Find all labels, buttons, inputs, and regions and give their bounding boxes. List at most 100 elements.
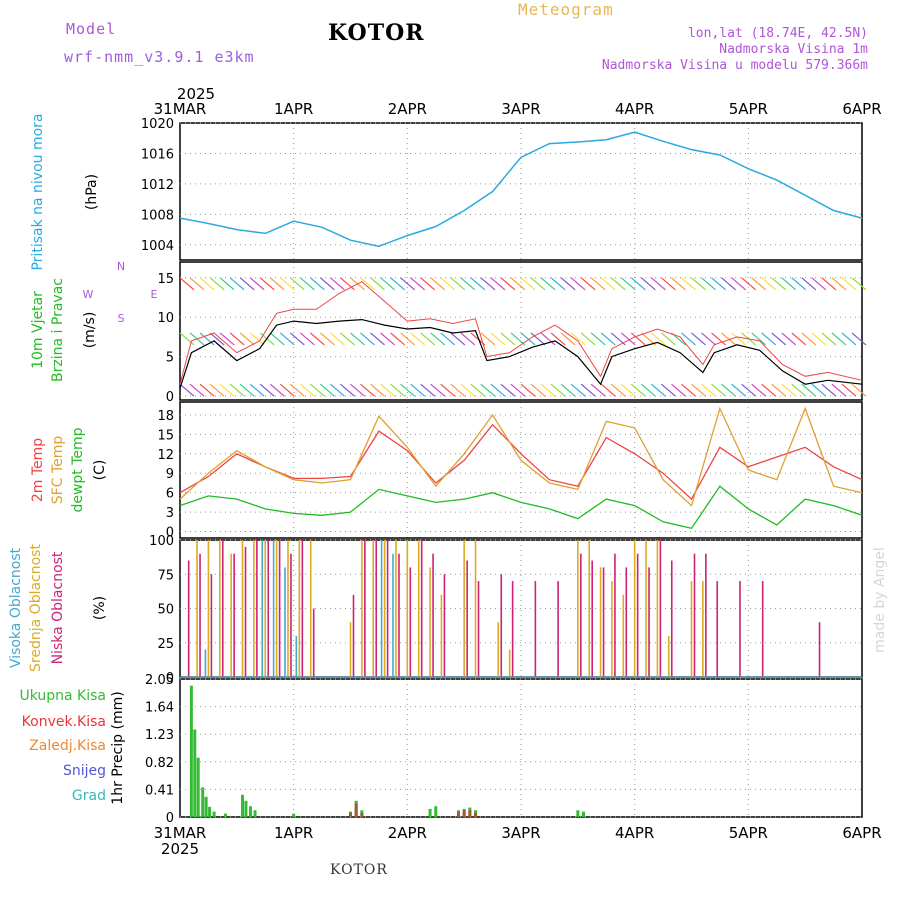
wind-barb <box>811 277 827 291</box>
wind-barb <box>340 383 355 397</box>
wind-barb <box>500 277 516 291</box>
conv-precip-bar <box>354 803 358 817</box>
wind-barb <box>781 277 797 291</box>
wind-barb <box>490 383 506 397</box>
wind-barb <box>380 383 395 397</box>
wind-barb <box>560 383 576 397</box>
wind-barb <box>229 332 245 346</box>
wind-barb <box>420 383 436 397</box>
compass-e: E <box>151 288 158 301</box>
high-cloud-label: Visoka Oblacnost <box>8 547 24 668</box>
precip-bar <box>212 811 216 817</box>
wind-barb <box>490 332 506 346</box>
wind-barb <box>650 383 666 397</box>
wind-barb <box>721 277 736 291</box>
y-tick-label: 12 <box>157 448 174 463</box>
wind-barb <box>249 277 265 291</box>
wind-barb <box>219 277 235 291</box>
x-day-label-top: 5APR <box>729 100 768 118</box>
precip-bar <box>196 757 200 817</box>
precip-bar <box>434 806 438 817</box>
panel-frame <box>179 401 863 539</box>
wind-barb <box>650 332 666 346</box>
x-day-label-bottom: 2APR <box>388 824 427 842</box>
x-day-label-bottom: 31MAR <box>154 824 207 842</box>
y-tick-label: 1016 <box>141 147 174 162</box>
wind-barb <box>701 277 716 291</box>
wind-barb <box>851 383 867 397</box>
year-label-top: 2025 <box>177 85 215 103</box>
wind-barb <box>269 383 285 397</box>
wind-barb <box>370 383 385 397</box>
wind-barb <box>530 277 546 291</box>
wind-barb <box>510 277 526 291</box>
wind-barb <box>520 277 536 291</box>
wind-barb <box>590 383 606 397</box>
wind-barb <box>299 332 315 346</box>
y-tick-label: 0.82 <box>145 756 174 771</box>
wind-barb <box>259 277 275 291</box>
wind-barb <box>350 383 365 397</box>
precip-bar <box>208 806 212 817</box>
precip-legend-2: Zaledj.Kisa <box>29 738 106 754</box>
y-tick-label: 0 <box>166 811 174 826</box>
wind-barb <box>600 332 616 346</box>
y-tick-label: 1012 <box>141 178 174 193</box>
wind-barb <box>841 277 857 291</box>
wind-barb <box>309 277 325 291</box>
conv-precip-bar <box>468 810 472 817</box>
y-tick-label: 1020 <box>141 117 174 132</box>
temp-line-1 <box>179 406 863 507</box>
wind-barb <box>771 383 787 397</box>
y-tick-label: 18 <box>157 409 174 424</box>
wind-barb <box>580 383 596 397</box>
wind-barb <box>279 383 295 397</box>
wind-barb <box>239 383 255 397</box>
wind-barb <box>360 277 375 291</box>
model-altitude-label: Nadmorska Visina u modelu 579.366m <box>601 58 868 73</box>
wind-barb <box>510 332 526 346</box>
wind-barb <box>199 277 215 291</box>
y-tick-label: 0 <box>166 390 174 405</box>
wind-barb <box>380 332 395 346</box>
compass-s: S <box>118 312 125 325</box>
y-tick-label: 100 <box>149 534 174 549</box>
wind-barb <box>289 277 305 291</box>
wind-barb <box>661 332 676 346</box>
x-day-label-top: 31MAR <box>154 100 207 118</box>
wind-barb <box>751 277 767 291</box>
wind-barb <box>289 332 305 346</box>
wind-barb <box>370 277 385 291</box>
precip-bar <box>582 811 586 817</box>
wind-barb <box>410 332 426 346</box>
precip-bar <box>248 806 252 817</box>
wind-barb <box>701 332 716 346</box>
wind-barb <box>530 383 546 397</box>
wind-barb <box>420 277 436 291</box>
wind-barb <box>590 332 606 346</box>
y-tick-label: 50 <box>157 603 174 618</box>
precip-bar <box>193 729 197 817</box>
wind-barb <box>620 277 636 291</box>
wind-barb <box>269 277 285 291</box>
wind-gust-line <box>179 281 863 385</box>
y-tick-label: 75 <box>157 568 174 583</box>
precip-legend-3: Snijeg <box>63 763 106 779</box>
wind-barb <box>741 383 757 397</box>
wind-barb <box>751 332 767 346</box>
year-label-bottom: 2025 <box>161 840 199 858</box>
x-day-label-bottom: 6APR <box>842 824 881 842</box>
wind-barb <box>821 332 837 346</box>
wind-barb <box>320 383 335 397</box>
wind-barb <box>179 332 195 346</box>
wind-barb <box>320 277 335 291</box>
wind-barb <box>510 383 526 397</box>
wind-barb <box>209 277 225 291</box>
wind-barb <box>630 277 646 291</box>
mid-cloud-label: Srednja Oblacnost <box>28 544 44 672</box>
wind-barb <box>711 383 726 397</box>
wind-barb <box>731 277 747 291</box>
precip-bar <box>201 787 205 817</box>
wind-barb <box>179 383 195 397</box>
